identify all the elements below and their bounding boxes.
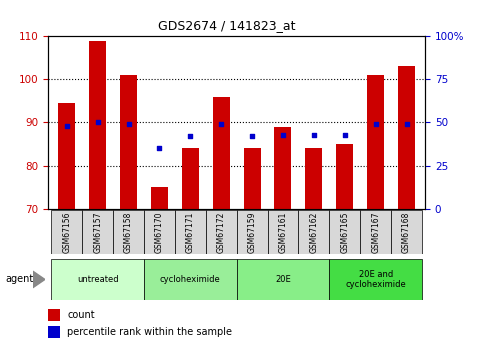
Bar	[213, 97, 230, 209]
Text: GSM67167: GSM67167	[371, 211, 380, 253]
Bar	[329, 210, 360, 254]
Bar	[268, 210, 298, 254]
Bar	[237, 210, 268, 254]
Bar	[274, 127, 291, 209]
Bar	[89, 40, 106, 209]
Bar	[206, 210, 237, 254]
Bar	[48, 326, 59, 338]
Text: GSM67161: GSM67161	[279, 211, 287, 253]
Bar	[305, 148, 322, 209]
Text: 20E and
cycloheximide: 20E and cycloheximide	[345, 270, 406, 289]
Point	[63, 123, 71, 129]
Bar	[48, 309, 59, 321]
Bar	[360, 210, 391, 254]
Text: GDS2674 / 141823_at: GDS2674 / 141823_at	[158, 19, 296, 32]
Bar	[151, 187, 168, 209]
Point	[279, 132, 287, 137]
Text: GSM67156: GSM67156	[62, 211, 71, 253]
Point	[156, 146, 163, 151]
Point	[217, 121, 225, 127]
Bar	[51, 210, 82, 254]
Text: GSM67172: GSM67172	[217, 211, 226, 253]
Text: percentile rank within the sample: percentile rank within the sample	[67, 327, 232, 337]
Bar	[82, 210, 113, 254]
Text: cycloheximide: cycloheximide	[160, 275, 221, 284]
Bar	[58, 103, 75, 209]
Bar	[367, 75, 384, 209]
Bar	[243, 148, 261, 209]
Bar	[391, 210, 422, 254]
Bar	[237, 259, 329, 300]
Bar	[329, 259, 422, 300]
Text: GSM67170: GSM67170	[155, 211, 164, 253]
Text: count: count	[67, 310, 95, 320]
Text: GSM67157: GSM67157	[93, 211, 102, 253]
Point	[248, 134, 256, 139]
Text: GSM67162: GSM67162	[310, 211, 318, 253]
Text: agent: agent	[6, 275, 34, 284]
Bar	[144, 259, 237, 300]
Text: GSM67171: GSM67171	[186, 211, 195, 253]
Point	[310, 132, 318, 137]
Point	[186, 134, 194, 139]
Text: untreated: untreated	[77, 275, 118, 284]
Point	[94, 120, 101, 125]
Bar	[298, 210, 329, 254]
Bar	[51, 259, 144, 300]
Text: 20E: 20E	[275, 275, 291, 284]
Polygon shape	[33, 271, 45, 288]
Bar	[182, 148, 199, 209]
Text: GSM67165: GSM67165	[340, 211, 349, 253]
Bar	[175, 210, 206, 254]
Text: GSM67159: GSM67159	[248, 211, 256, 253]
Bar	[120, 75, 137, 209]
Point	[341, 132, 349, 137]
Text: GSM67168: GSM67168	[402, 211, 411, 253]
Bar	[336, 144, 353, 209]
Point	[372, 121, 380, 127]
Bar	[144, 210, 175, 254]
Point	[125, 121, 132, 127]
Bar	[113, 210, 144, 254]
Bar	[398, 66, 415, 209]
Point	[403, 121, 411, 127]
Text: GSM67158: GSM67158	[124, 211, 133, 253]
